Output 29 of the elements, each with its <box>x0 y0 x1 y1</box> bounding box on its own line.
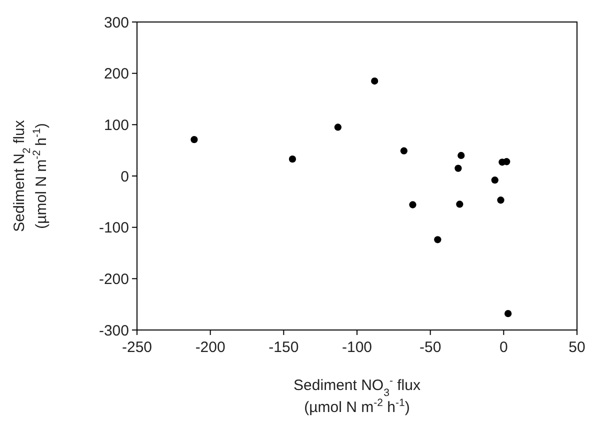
point <box>288 156 296 163</box>
point <box>190 136 198 144</box>
point <box>491 176 498 184</box>
y-tick-label: -100 <box>98 220 129 237</box>
text: Sediment NO$_{3}$$^{-}$ flux (µmol N m$^{-2}$ h$^{-1}$) <box>294 375 420 416</box>
y-tick-label: 100 <box>104 116 129 134</box>
point <box>434 236 442 244</box>
x-tick-label: -50 <box>419 339 442 356</box>
y-tick-label: -300 <box>98 322 129 340</box>
x-tick-label: -100 <box>342 339 372 356</box>
y-tick-label: 300 <box>104 14 129 32</box>
point <box>504 310 512 318</box>
point <box>371 77 378 85</box>
x-tick-label: -150 <box>268 339 299 356</box>
x-tick-label: -200 <box>195 339 226 356</box>
point <box>503 158 510 166</box>
point <box>497 196 504 204</box>
y-tick-label: -200 <box>98 270 129 288</box>
x-tick-label: -250 <box>122 339 152 356</box>
x-tick-label: 50 <box>568 339 586 356</box>
point <box>456 200 464 208</box>
point <box>409 201 416 208</box>
y-tick-label: 200 <box>104 66 129 83</box>
point <box>458 152 465 160</box>
y-tick-label: 0 <box>120 168 129 186</box>
point <box>454 164 462 172</box>
point <box>334 124 342 131</box>
x-tick-label: 0 <box>499 339 508 356</box>
point <box>400 147 408 154</box>
